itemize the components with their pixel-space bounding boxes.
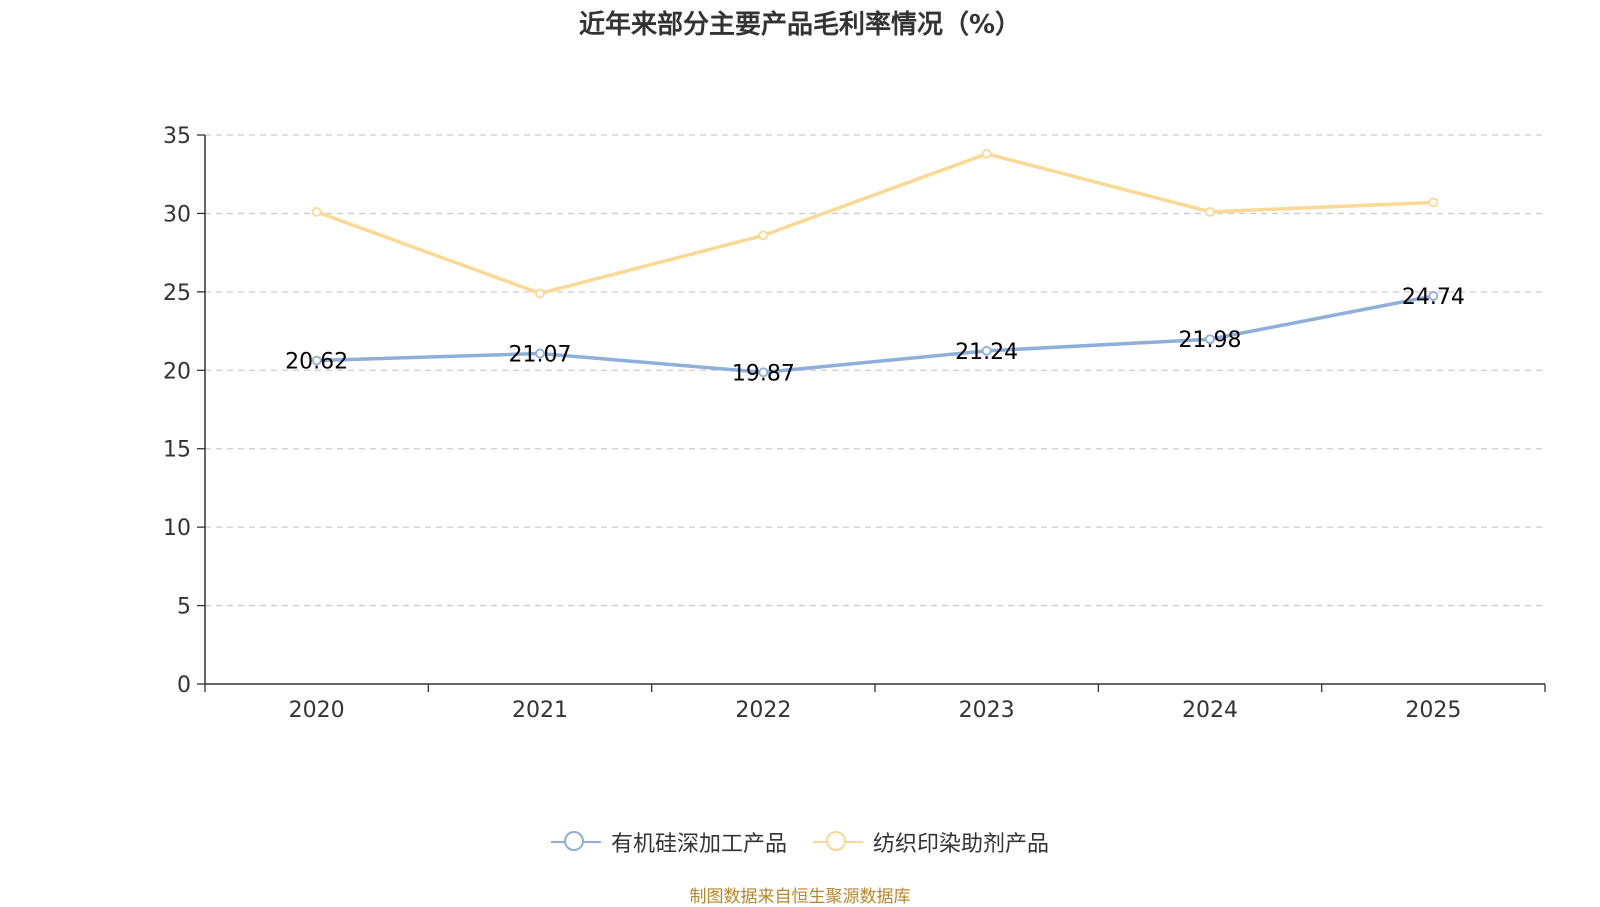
x-tick-label: 2025	[1405, 698, 1461, 723]
y-tick-label: 0	[177, 673, 191, 698]
data-point[interactable]	[535, 288, 545, 299]
chart-title: 近年来部分主要产品毛利率情况（%）	[578, 10, 1022, 40]
data-point[interactable]	[981, 345, 992, 356]
data-point[interactable]	[1205, 334, 1215, 345]
grid-lines	[205, 134, 1545, 607]
data-point[interactable]	[981, 148, 992, 159]
legend-swatch-textile-icon	[813, 830, 863, 854]
x-tick-label: 2023	[959, 698, 1015, 723]
legend-swatch-silicone-icon	[550, 830, 601, 854]
data-label: 20.62	[285, 350, 348, 375]
y-tick-label: 25	[163, 281, 191, 306]
y-tick-label: 10	[163, 516, 191, 541]
data-label: 24.74	[1402, 285, 1465, 310]
data-source-note: 制图数据来自恒生聚源数据库	[689, 887, 911, 907]
data-point[interactable]	[535, 348, 545, 359]
legend-label-textile: 纺织印染助剂产品	[873, 832, 1050, 857]
data-point[interactable]	[1205, 206, 1215, 217]
y-tick-label: 5	[177, 595, 191, 620]
data-label: 21.07	[509, 343, 572, 368]
y-tick-label: 35	[163, 124, 191, 149]
data-label: 19.87	[732, 361, 795, 386]
series-line-1[interactable]	[314, 152, 1436, 296]
data-label: 21.24	[955, 340, 1018, 365]
y-tick-label: 15	[163, 438, 191, 463]
data-point[interactable]	[311, 206, 322, 217]
x-tick-label: 2020	[289, 698, 345, 723]
data-point[interactable]	[1428, 291, 1439, 301]
y-tick-label: 30	[163, 202, 191, 227]
x-tick-label: 2024	[1182, 698, 1238, 723]
data-labels: 20.62 21.07 19.87 21.24 21.98 24.74	[285, 285, 1465, 386]
legend: 有机硅深加工产品 纺织印染助剂产品	[0, 826, 1600, 858]
data-point[interactable]	[758, 367, 769, 378]
legend-item-silicone[interactable]: 有机硅深加工产品	[550, 826, 787, 858]
legend-label-silicone: 有机硅深加工产品	[610, 832, 787, 857]
y-tick-label: 20	[163, 359, 191, 384]
series-lines	[311, 148, 1439, 378]
data-label: 21.98	[1179, 328, 1242, 353]
series-line-0[interactable]	[314, 294, 1436, 375]
x-tick-label: 2021	[512, 698, 568, 723]
legend-item-textile[interactable]: 纺织印染助剂产品	[813, 826, 1049, 858]
x-tick-label: 2022	[735, 698, 791, 723]
data-point[interactable]	[1428, 197, 1439, 208]
data-point[interactable]	[758, 230, 769, 241]
data-point[interactable]	[311, 355, 322, 366]
